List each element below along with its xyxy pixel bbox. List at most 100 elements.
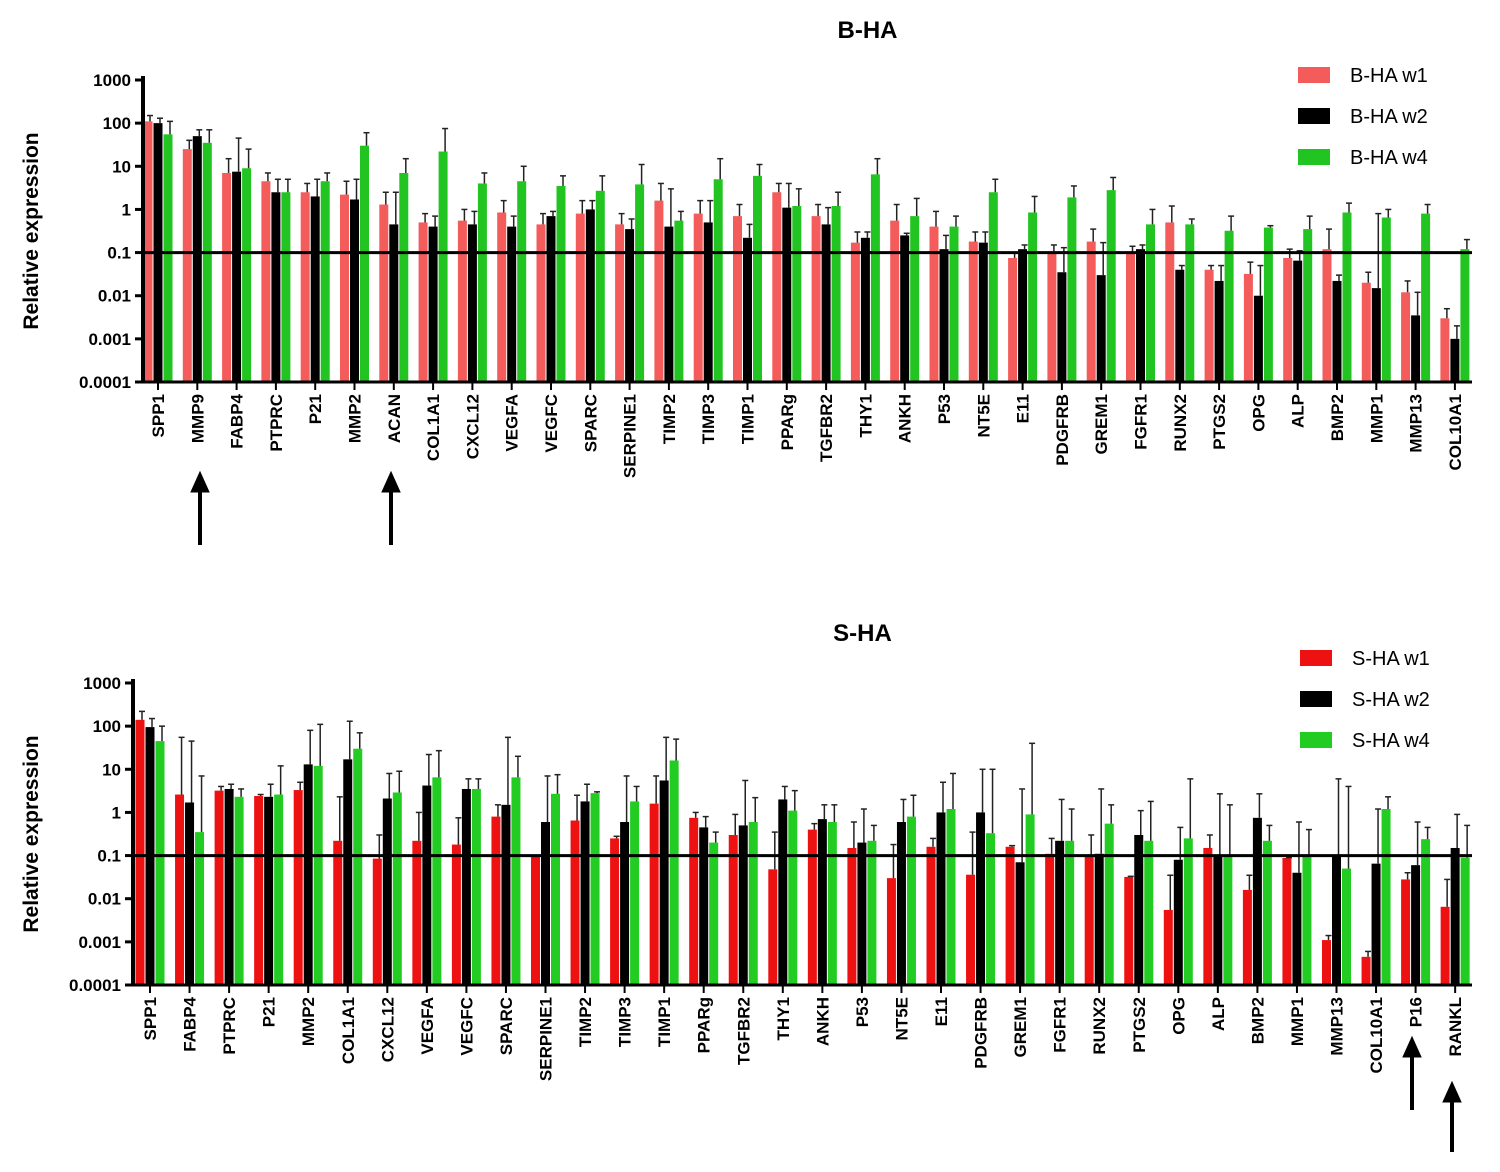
bar [303, 764, 313, 985]
bar [379, 204, 389, 382]
bar [1214, 280, 1224, 382]
error-bar [821, 804, 828, 820]
legend-label: S-HA w1 [1352, 648, 1430, 670]
bar [438, 151, 448, 382]
bar [353, 748, 363, 985]
x-tick-label: FABP4 [181, 996, 200, 1051]
error-bar [860, 808, 867, 843]
error-bar [657, 182, 664, 201]
error-bar [811, 822, 818, 830]
legend-swatch [1300, 691, 1332, 707]
error-bar [1009, 844, 1016, 847]
legend-label: S-HA w2 [1352, 689, 1430, 711]
error-bar [913, 197, 920, 217]
error-bar [874, 157, 881, 175]
x-tick-label: BMP2 [1328, 394, 1347, 441]
y-tick-label: 0.1 [97, 847, 121, 866]
y-tick-label: 100 [93, 717, 121, 736]
error-bar [392, 191, 399, 225]
error-bar [992, 178, 999, 193]
error-bar [1375, 212, 1382, 289]
bar [1381, 809, 1391, 985]
bar [575, 213, 585, 382]
bar [900, 235, 910, 382]
bar [850, 242, 860, 382]
x-tick-label: OPG [1169, 997, 1188, 1035]
bar [949, 226, 959, 382]
bar [1332, 855, 1341, 985]
bar [926, 846, 936, 985]
y-tick-label: 10 [102, 760, 121, 779]
bar [792, 206, 802, 382]
error-bar [1365, 271, 1372, 283]
bar [1084, 855, 1094, 985]
bar [738, 825, 748, 985]
error-bar [1267, 224, 1274, 228]
error-bar [785, 182, 792, 208]
error-bar [1226, 804, 1233, 856]
x-tick-label: TIMP2 [576, 997, 595, 1047]
y-axis-label: Relative expression [20, 735, 43, 932]
bar [1057, 272, 1067, 382]
y-tick-label: 1 [112, 803, 121, 822]
legend-swatch [1300, 650, 1332, 666]
bar [886, 878, 896, 985]
error-bar [972, 231, 979, 242]
x-tick-label: GREM1 [1092, 394, 1111, 454]
error-bar [1365, 950, 1372, 957]
x-tick-label: NT5E [974, 394, 993, 437]
x-tick-label: COL1A1 [424, 394, 443, 461]
error-bar [432, 215, 439, 227]
error-bar [1228, 215, 1235, 231]
bar [1332, 280, 1342, 382]
bar [831, 206, 841, 382]
error-bar [943, 234, 949, 250]
error-bar [697, 199, 704, 214]
error-bar [186, 139, 193, 150]
error-bar [1346, 202, 1352, 213]
error-bar [1178, 264, 1185, 270]
bar [1065, 840, 1075, 985]
error-bar [356, 732, 363, 749]
error-bar [1031, 195, 1038, 213]
error-bar [1464, 824, 1471, 858]
x-tick-label: PTGS2 [1130, 997, 1149, 1053]
bar [556, 185, 566, 382]
bar [1361, 282, 1371, 382]
bar [418, 222, 428, 382]
bar [1401, 292, 1411, 382]
error-bar [756, 163, 763, 176]
bar [163, 134, 173, 382]
x-tick-label: ACAN [385, 394, 404, 443]
bar [1086, 241, 1096, 382]
error-bar [465, 778, 472, 789]
error-bar [623, 775, 630, 822]
bar [1460, 249, 1470, 382]
error-bar [594, 791, 601, 794]
x-tick-label: P53 [935, 394, 954, 424]
error-bar [969, 831, 976, 875]
bar [477, 183, 487, 382]
error-bar [1414, 291, 1421, 316]
x-tick-label: THY1 [774, 997, 793, 1040]
error-bar [1058, 798, 1065, 841]
error-bar [147, 114, 153, 122]
error-bar [554, 773, 561, 794]
error-bar [1336, 274, 1342, 281]
error-bar [1090, 228, 1097, 242]
bar [1371, 288, 1381, 382]
error-bar [481, 172, 488, 184]
error-bar [930, 837, 936, 847]
error-bar [1088, 834, 1095, 856]
error-bar [1305, 828, 1312, 856]
error-bar [475, 778, 482, 789]
error-bar [382, 191, 389, 205]
bar [1223, 855, 1233, 985]
error-bar [628, 218, 635, 230]
x-tick-label: RUNX2 [1171, 394, 1190, 452]
error-bar [159, 725, 165, 742]
error-bar [178, 736, 185, 795]
error-bar [1127, 875, 1134, 878]
error-bar [317, 723, 324, 766]
error-bar [245, 148, 252, 169]
